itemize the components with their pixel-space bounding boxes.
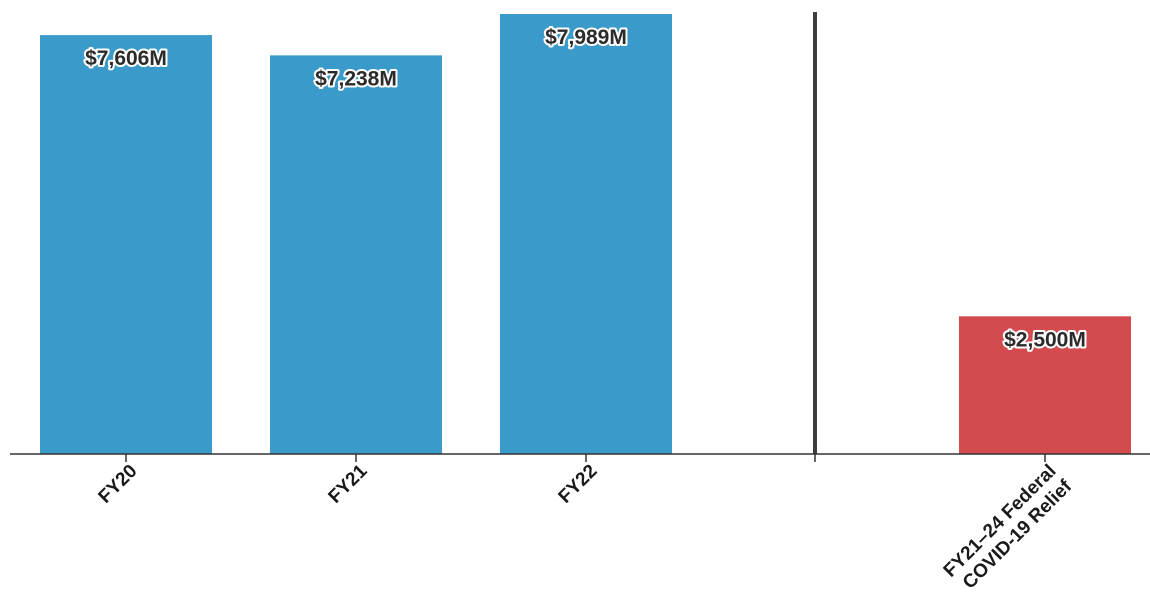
category-label-fy21-24-federal-covid-19-relief: FY21–24 FederalCOVID-19 Relief [940, 460, 1077, 597]
category-label-fy20: FY20 [95, 461, 142, 508]
value-label-fy21-24-federal-covid-19-relief: $2,500M [1004, 328, 1086, 351]
category-label-line: FY21 [325, 460, 372, 507]
value-label-fy20: $7,606M [85, 47, 167, 70]
bar-fy21 [270, 55, 442, 454]
category-label-line: FY20 [95, 461, 142, 508]
category-label-fy22: FY22 [555, 461, 602, 508]
category-label-line: FY22 [555, 461, 602, 508]
value-label-fy21: $7,238M [315, 67, 397, 90]
bar-fy20 [40, 35, 212, 455]
value-label-fy22: $7,989M [545, 26, 627, 49]
bar-fy22 [500, 14, 672, 454]
category-label-fy21: FY21 [325, 460, 372, 507]
bar-fy21-24-federal-covid-19-relief [959, 316, 1131, 454]
